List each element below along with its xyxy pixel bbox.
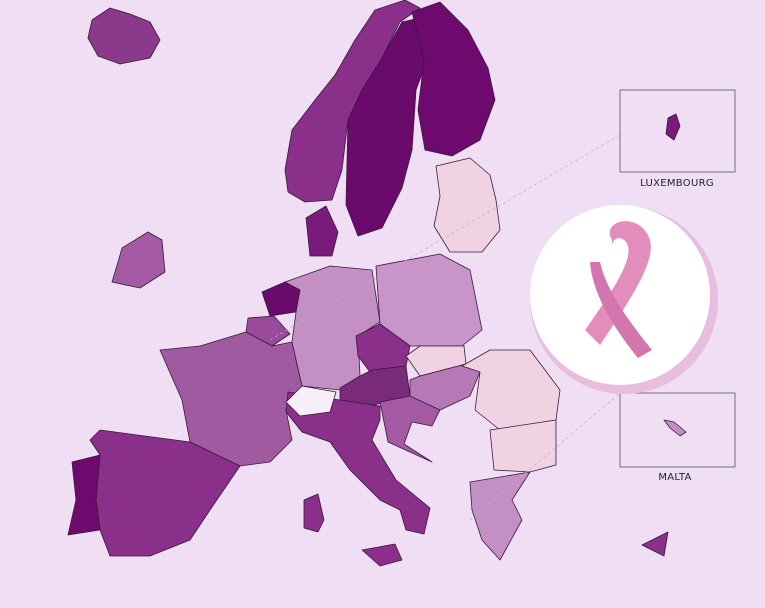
denmark xyxy=(305,205,339,257)
sardinia xyxy=(303,493,325,533)
italy xyxy=(285,391,431,535)
slovakia xyxy=(405,345,467,377)
iceland xyxy=(87,7,161,65)
poland xyxy=(375,253,483,347)
inset-label: MALTA xyxy=(658,472,691,483)
switzerland xyxy=(285,385,337,417)
ribbon xyxy=(590,262,652,358)
inset-label: LUXEMBOURG xyxy=(640,178,714,189)
cyprus xyxy=(641,531,669,557)
portugal xyxy=(67,454,101,536)
bulgaria xyxy=(489,419,557,473)
inset-frame xyxy=(619,392,736,468)
countries xyxy=(67,0,669,567)
luxembourg xyxy=(665,113,681,141)
luxembourg-inset: LUXEMBOURG xyxy=(619,89,736,189)
ribbon-badge xyxy=(530,205,718,394)
norway xyxy=(284,0,421,203)
leader-line xyxy=(269,134,621,341)
spain xyxy=(89,429,241,557)
belgium xyxy=(245,315,291,347)
sweden xyxy=(345,17,429,237)
ribbon xyxy=(585,221,651,345)
baltics xyxy=(433,157,501,253)
inset-frame xyxy=(619,89,736,173)
greece xyxy=(469,471,531,561)
ireland xyxy=(111,231,166,289)
croatia-slovenia xyxy=(379,395,441,463)
finland xyxy=(411,1,496,157)
malta xyxy=(663,419,687,437)
malta-inset: MALTA xyxy=(619,392,736,483)
leader-line xyxy=(469,392,621,521)
sicily xyxy=(361,543,403,567)
